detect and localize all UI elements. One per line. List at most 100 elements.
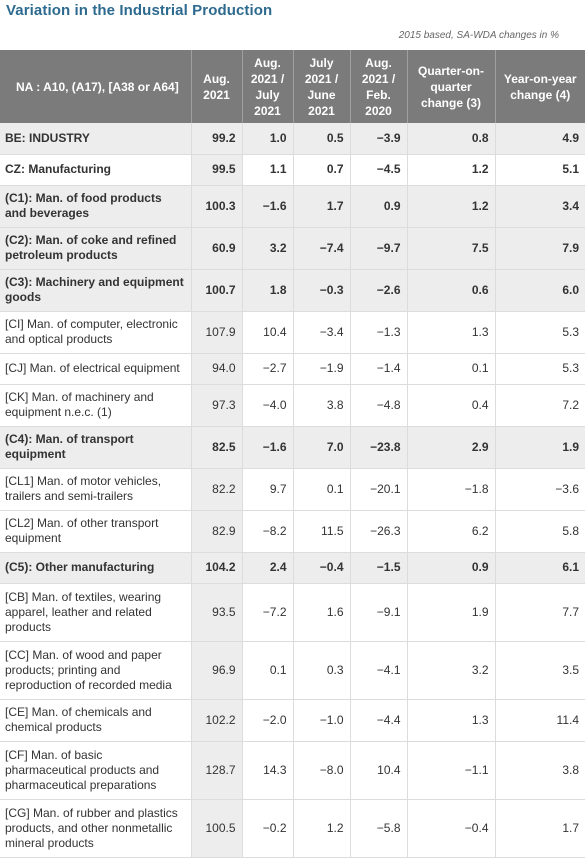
- row-value: 4.9: [495, 123, 585, 155]
- row-label: [CJ] Man. of electrical equipment: [0, 353, 192, 385]
- row-value: 60.9: [191, 227, 243, 270]
- row-value: −1.8: [407, 468, 496, 511]
- row-label: [CG] Man. of rubber and plastics product…: [0, 799, 192, 858]
- row-value: 6.0: [495, 269, 585, 312]
- row-value: −0.2: [242, 799, 294, 858]
- row-value: 7.5: [407, 227, 496, 270]
- row-value: 0.1: [242, 641, 294, 700]
- row-value: −9.1: [350, 583, 408, 642]
- row-value: 0.1: [293, 468, 351, 511]
- page-title: Variation in the Industrial Production: [6, 2, 273, 19]
- row-value: 3.8: [293, 384, 351, 427]
- row-value: 9.7: [242, 468, 294, 511]
- header-july-june: July 2021 / June 2021: [293, 50, 351, 123]
- row-value: −7.2: [242, 583, 294, 642]
- row-value: 11.5: [293, 510, 351, 553]
- row-value: −4.8: [350, 384, 408, 427]
- table-row: [CF] Man. of basic pharmaceutical produc…: [0, 741, 585, 800]
- row-value: 0.4: [407, 384, 496, 427]
- row-label: (C3): Machinery and equipment goods: [0, 269, 192, 312]
- row-value: −1.0: [293, 699, 351, 742]
- row-value: −5.8: [350, 799, 408, 858]
- row-value: −4.1: [350, 641, 408, 700]
- row-value: 82.9: [191, 510, 243, 553]
- row-value: 6.1: [495, 552, 585, 584]
- row-value: 94.0: [191, 353, 243, 385]
- row-label: [CK] Man. of machinery and equipment n.e…: [0, 384, 192, 427]
- row-value: 102.2: [191, 699, 243, 742]
- row-label: [CB] Man. of textiles, wearing apparel, …: [0, 583, 192, 642]
- table-row: [CC] Man. of wood and paper products; pr…: [0, 641, 585, 700]
- table-row: [CB] Man. of textiles, wearing apparel, …: [0, 583, 585, 642]
- row-value: −4.0: [242, 384, 294, 427]
- row-value: 0.5: [293, 123, 351, 155]
- row-value: −9.7: [350, 227, 408, 270]
- row-value: 99.5: [191, 154, 243, 186]
- row-value: 82.5: [191, 426, 243, 469]
- row-value: −23.8: [350, 426, 408, 469]
- row-value: 96.9: [191, 641, 243, 700]
- table-body: BE: INDUSTRY 99.2 1.0 0.5 −3.9 0.8 4.9 CZ: Manu…: [0, 123, 585, 858]
- row-value: 1.1: [242, 154, 294, 186]
- header-yoy: Year-on-year change (4): [495, 50, 585, 123]
- row-value: −3.9: [350, 123, 408, 155]
- table-row: [CL2] Man. of other transport equipment 8…: [0, 510, 585, 553]
- row-value: 100.7: [191, 269, 243, 312]
- row-value: 1.3: [407, 311, 496, 354]
- row-label: [CL1] Man. of motor vehicles, trailers a…: [0, 468, 192, 511]
- row-value: 1.7: [293, 185, 351, 228]
- row-value: 99.2: [191, 123, 243, 155]
- row-value: −20.1: [350, 468, 408, 511]
- row-value: 0.1: [407, 353, 496, 385]
- header-aug-feb: Aug. 2021 / Feb. 2020: [350, 50, 408, 123]
- row-value: −8.0: [293, 741, 351, 800]
- row-value: 11.4: [495, 699, 585, 742]
- header-sector: NA : A10, (A17), [A38 or A64]: [0, 50, 192, 123]
- row-value: 100.3: [191, 185, 243, 228]
- header-aug-2021: Aug. 2021: [191, 50, 243, 123]
- row-value: −2.7: [242, 353, 294, 385]
- header-aug-july: Aug. 2021 / July 2021: [242, 50, 294, 123]
- row-value: −26.3: [350, 510, 408, 553]
- row-label: BE: INDUSTRY: [0, 123, 192, 155]
- row-value: 0.9: [350, 185, 408, 228]
- row-value: 1.9: [407, 583, 496, 642]
- row-value: 82.2: [191, 468, 243, 511]
- row-label: [CF] Man. of basic pharmaceutical produc…: [0, 741, 192, 800]
- row-value: 1.9: [495, 426, 585, 469]
- row-value: 104.2: [191, 552, 243, 584]
- row-value: −3.4: [293, 311, 351, 354]
- row-value: 0.7: [293, 154, 351, 186]
- row-value: −1.1: [407, 741, 496, 800]
- row-label: [CE] Man. of chemicals and chemical prod…: [0, 699, 192, 742]
- row-value: 10.4: [242, 311, 294, 354]
- row-value: 14.3: [242, 741, 294, 800]
- row-value: −4.5: [350, 154, 408, 186]
- row-value: 1.6: [293, 583, 351, 642]
- subtitle: 2015 based, SA-WDA changes in %: [398, 30, 559, 41]
- row-value: 2.9: [407, 426, 496, 469]
- table-row: CZ: Manufacturing 99.5 1.1 0.7 −4.5 1.2 5.1: [0, 154, 585, 186]
- row-value: 3.8: [495, 741, 585, 800]
- row-value: 3.2: [242, 227, 294, 270]
- row-label: [CI] Man. of computer, electronic and op…: [0, 311, 192, 354]
- row-value: 5.1: [495, 154, 585, 186]
- row-value: 3.5: [495, 641, 585, 700]
- row-value: −1.5: [350, 552, 408, 584]
- row-value: 1.2: [407, 154, 496, 186]
- table-row: BE: INDUSTRY 99.2 1.0 0.5 −3.9 0.8 4.9: [0, 123, 585, 155]
- row-label: [CL2] Man. of other transport equipment: [0, 510, 192, 553]
- table-row: [CE] Man. of chemicals and chemical prod…: [0, 699, 585, 742]
- row-value: 0.8: [407, 123, 496, 155]
- row-value: 93.5: [191, 583, 243, 642]
- row-label: (C5): Other manufacturing: [0, 552, 192, 584]
- header-row: NA : A10, (A17), [A38 or A64] Aug. 2021 …: [0, 50, 585, 123]
- table-row: (C5): Other manufacturing 104.2 2.4 −0.4 −1.…: [0, 552, 585, 584]
- row-value: −4.4: [350, 699, 408, 742]
- row-value: 7.7: [495, 583, 585, 642]
- table-row: (C4): Man. of transport equipment 82.5 −1.…: [0, 426, 585, 469]
- row-value: −1.4: [350, 353, 408, 385]
- row-value: 7.9: [495, 227, 585, 270]
- row-label: CZ: Manufacturing: [0, 154, 192, 186]
- row-value: 5.3: [495, 353, 585, 385]
